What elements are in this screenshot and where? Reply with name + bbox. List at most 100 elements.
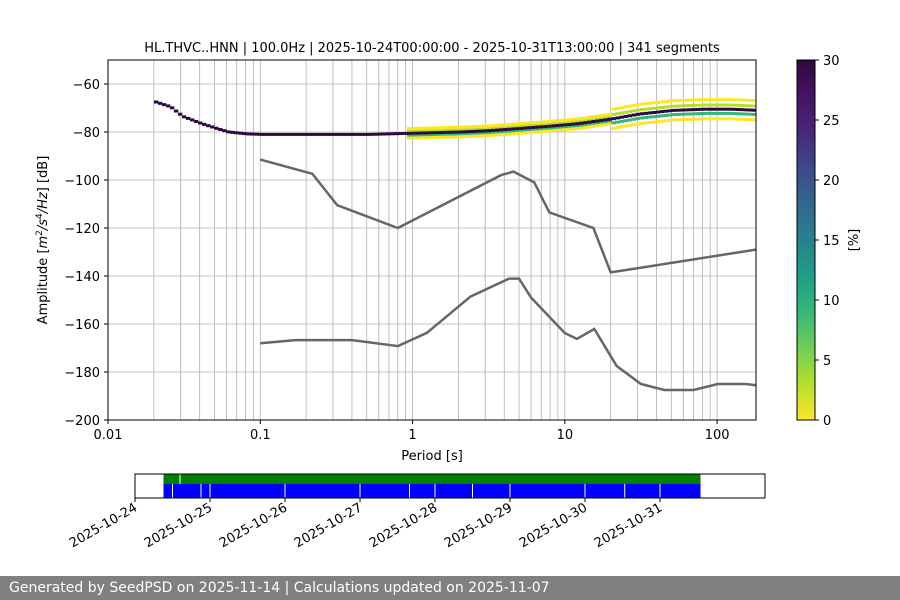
heatmap-cell [515, 127, 520, 131]
heatmap-cell [739, 103, 745, 107]
heatmap-cell [470, 129, 476, 133]
heatmap-cell [627, 123, 632, 127]
heatmap-cell [515, 131, 520, 135]
heatmap-cell [623, 124, 628, 128]
heatmap-cell [575, 122, 580, 126]
heatmap-cell [394, 132, 400, 136]
heatmap-cell [547, 124, 552, 128]
heatmap-cell [611, 112, 616, 116]
heatmap-cell [623, 119, 628, 123]
heatmap-cell [643, 107, 649, 111]
heatmap-cell [591, 118, 596, 122]
heatmap-cell [466, 125, 472, 129]
heatmap-cell [322, 132, 327, 136]
heatmap-cell [679, 108, 685, 112]
heatmap-cell [454, 135, 460, 139]
heatmap-cell [719, 98, 725, 102]
heatmap-cell [503, 126, 508, 130]
heatmap-cell [643, 116, 649, 120]
heatmap-cell [450, 128, 456, 132]
heatmap-cell [366, 132, 372, 136]
heatmap-cell [603, 123, 608, 127]
heatmap-cell [491, 128, 496, 132]
heatmap-cell [406, 130, 412, 134]
heatmap-cell [430, 136, 436, 140]
heatmap-cell [531, 124, 536, 128]
heatmap-cell [623, 110, 628, 114]
heatmap-cell [511, 129, 516, 133]
heatmap-cell [635, 112, 640, 116]
heatmap-cell [567, 122, 572, 126]
heatmap-cell [222, 129, 227, 133]
heatmap-cell [703, 107, 709, 111]
timeline-tick-label: 2025-10-28 [367, 500, 440, 551]
heatmap-cell [274, 132, 279, 136]
footer-bar: Generated by SeedPSD on 2025-11-14 | Cal… [0, 576, 900, 600]
y-tick-label: −80 [73, 126, 100, 141]
heatmap-cell [426, 136, 432, 140]
heatmap-cell [185, 116, 191, 120]
heatmap-cell [418, 136, 424, 140]
heatmap-cell [571, 120, 576, 124]
heatmap-cell [639, 102, 644, 106]
y-label-suffix: ] [dB] [36, 156, 51, 193]
heatmap-cell [479, 127, 484, 131]
heatmap-cell [607, 122, 612, 126]
heatmap-cell [623, 115, 628, 119]
coverage-bar-top [163, 474, 701, 484]
heatmap-cell [679, 98, 685, 102]
heatmap-cell [474, 129, 480, 133]
heatmap-cell [687, 112, 693, 116]
heatmap-cell [531, 130, 536, 134]
heatmap-cell [639, 116, 644, 120]
heatmap-cell [703, 111, 709, 115]
heatmap-cell [691, 103, 697, 107]
heatmap-cell [535, 123, 540, 127]
y-label-m-exp: 2 [35, 230, 45, 236]
heatmap-cell [671, 99, 677, 103]
heatmap-cell [651, 120, 657, 124]
heatmap-cell [735, 103, 741, 107]
heatmap-cell [655, 100, 661, 104]
heatmap-cell [619, 115, 624, 119]
heatmap-cell [426, 131, 432, 135]
heatmap-cell [587, 115, 592, 119]
heatmap-cell [410, 133, 416, 137]
heatmap-cell [418, 131, 424, 135]
y-axis-label: Amplitude [m2/s4/Hz] [dB] [35, 156, 51, 325]
heatmap-cell [679, 118, 685, 122]
heatmap-cell [495, 133, 500, 137]
heatmap-cell [515, 128, 520, 132]
heatmap-cell [410, 131, 416, 135]
heatmap-cell [639, 121, 644, 125]
heatmap-cell [495, 126, 500, 130]
heatmap-cell [699, 111, 705, 115]
heatmap-cell [202, 122, 207, 126]
heatmap-cell [651, 110, 657, 114]
heatmap-cell [543, 123, 548, 127]
heatmap-cell [491, 133, 496, 137]
heatmap-cell [699, 107, 705, 111]
heatmap-cell [615, 126, 620, 130]
heatmap-cell [751, 118, 757, 122]
heatmap-cell [210, 125, 215, 129]
heatmap-cell [511, 127, 516, 131]
heatmap-cell [735, 117, 741, 121]
heatmap-cell [426, 133, 432, 137]
heatmap-cell [683, 112, 689, 116]
heatmap-cell [539, 123, 544, 127]
heatmap-cell [631, 109, 636, 113]
heatmap-cell [615, 120, 620, 124]
heatmap-cell [206, 124, 211, 128]
heatmap-cell [587, 118, 592, 122]
heatmap-cell [470, 125, 476, 129]
heatmap-cell [599, 118, 604, 122]
timeline-tick-label: 2025-10-24 [67, 500, 140, 551]
heatmap-cell [507, 132, 512, 136]
heatmap-cell [234, 131, 239, 135]
heatmap-cell [591, 115, 596, 119]
x-tick-label: 1 [408, 428, 416, 443]
heatmap-cell [246, 132, 251, 136]
heatmap-cell [479, 129, 484, 133]
heatmap-cell [430, 126, 436, 130]
